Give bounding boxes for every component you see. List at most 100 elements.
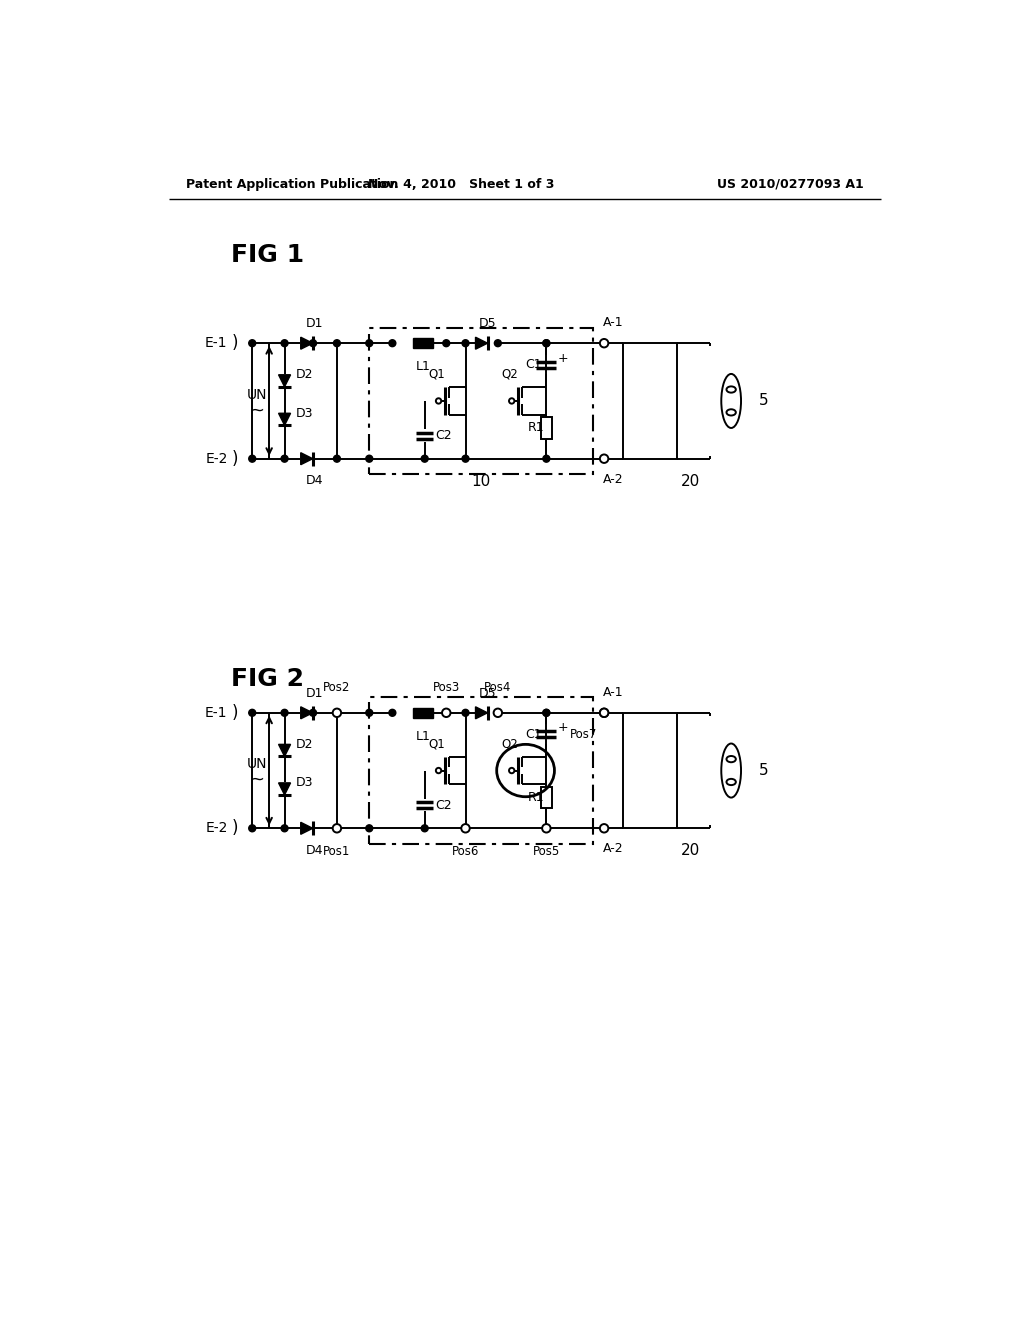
Circle shape xyxy=(333,824,341,833)
Bar xyxy=(413,708,433,718)
Text: US 2010/0277093 A1: US 2010/0277093 A1 xyxy=(717,178,863,190)
Text: Pos7: Pos7 xyxy=(569,727,597,741)
Text: D2: D2 xyxy=(295,368,313,381)
Circle shape xyxy=(309,709,316,717)
Ellipse shape xyxy=(721,374,741,428)
Circle shape xyxy=(421,825,428,832)
Ellipse shape xyxy=(726,756,736,762)
Text: E-2: E-2 xyxy=(205,821,227,836)
Text: A-2: A-2 xyxy=(602,842,624,855)
Text: D4: D4 xyxy=(305,843,323,857)
Bar xyxy=(541,787,552,808)
Polygon shape xyxy=(301,706,312,719)
Text: E-1: E-1 xyxy=(205,337,227,350)
Circle shape xyxy=(543,709,550,717)
Circle shape xyxy=(543,455,550,462)
Text: +: + xyxy=(557,351,567,364)
Text: 5: 5 xyxy=(759,763,768,777)
Circle shape xyxy=(600,709,608,717)
Text: Pos4: Pos4 xyxy=(484,681,512,693)
Text: 5: 5 xyxy=(759,393,768,408)
Text: ): ) xyxy=(231,820,238,837)
Circle shape xyxy=(421,455,428,462)
Circle shape xyxy=(389,339,396,347)
Circle shape xyxy=(436,768,441,774)
Bar xyxy=(413,338,433,348)
Text: D2: D2 xyxy=(295,738,313,751)
Circle shape xyxy=(509,399,514,404)
Circle shape xyxy=(543,339,550,347)
Text: E-1: E-1 xyxy=(205,706,227,719)
Circle shape xyxy=(543,709,550,717)
Circle shape xyxy=(543,339,550,347)
Circle shape xyxy=(334,825,340,832)
Ellipse shape xyxy=(721,743,741,797)
Circle shape xyxy=(366,825,373,832)
Text: Pos6: Pos6 xyxy=(452,845,479,858)
Ellipse shape xyxy=(726,409,736,416)
Circle shape xyxy=(282,709,288,717)
Text: 20: 20 xyxy=(681,474,700,488)
Polygon shape xyxy=(301,453,312,465)
Circle shape xyxy=(600,824,608,833)
Circle shape xyxy=(494,709,502,717)
Ellipse shape xyxy=(726,779,736,785)
Text: C2: C2 xyxy=(435,799,453,812)
Text: C1: C1 xyxy=(524,358,542,371)
Circle shape xyxy=(542,824,551,833)
Circle shape xyxy=(282,455,288,462)
Text: Pos5: Pos5 xyxy=(532,845,560,858)
Circle shape xyxy=(495,709,502,717)
Bar xyxy=(541,417,552,438)
Text: ): ) xyxy=(231,450,238,467)
Circle shape xyxy=(334,709,340,717)
Text: UN: UN xyxy=(247,388,267,401)
Circle shape xyxy=(461,824,470,833)
Bar xyxy=(370,327,593,474)
Circle shape xyxy=(543,825,550,832)
Circle shape xyxy=(462,825,469,832)
Text: L1: L1 xyxy=(416,360,431,374)
Circle shape xyxy=(462,339,469,347)
Text: +: + xyxy=(557,721,567,734)
Text: A-1: A-1 xyxy=(602,317,624,330)
Text: C1: C1 xyxy=(524,727,542,741)
Text: D1: D1 xyxy=(305,686,323,700)
Text: Pos3: Pos3 xyxy=(432,681,460,693)
Bar xyxy=(624,343,677,459)
Text: Pos2: Pos2 xyxy=(324,681,350,693)
Text: 10: 10 xyxy=(471,474,490,488)
Text: Nov. 4, 2010   Sheet 1 of 3: Nov. 4, 2010 Sheet 1 of 3 xyxy=(369,178,555,190)
Text: Patent Application Publication: Patent Application Publication xyxy=(186,178,398,190)
Text: Pos1: Pos1 xyxy=(324,845,350,858)
Circle shape xyxy=(282,825,288,832)
Bar xyxy=(624,713,677,829)
Circle shape xyxy=(249,825,256,832)
Circle shape xyxy=(249,709,256,717)
Circle shape xyxy=(462,709,469,717)
Polygon shape xyxy=(279,375,291,387)
Circle shape xyxy=(334,339,340,347)
Text: L1: L1 xyxy=(416,730,431,743)
Text: ): ) xyxy=(231,704,238,722)
Polygon shape xyxy=(279,413,291,425)
Circle shape xyxy=(366,709,373,717)
Text: E-2: E-2 xyxy=(205,451,227,466)
Text: Q2: Q2 xyxy=(502,738,518,751)
Circle shape xyxy=(442,339,450,347)
Circle shape xyxy=(442,709,451,717)
Text: R1: R1 xyxy=(528,791,545,804)
Circle shape xyxy=(249,455,256,462)
Circle shape xyxy=(600,339,608,347)
Polygon shape xyxy=(279,744,291,756)
Circle shape xyxy=(462,455,469,462)
Text: Q1: Q1 xyxy=(429,368,445,381)
Text: D3: D3 xyxy=(295,776,313,789)
Circle shape xyxy=(436,399,441,404)
Text: D3: D3 xyxy=(295,407,313,420)
Circle shape xyxy=(389,709,396,717)
Circle shape xyxy=(249,339,256,347)
Bar xyxy=(370,697,593,843)
Text: FIG 1: FIG 1 xyxy=(230,243,304,267)
Text: ~: ~ xyxy=(249,401,264,420)
